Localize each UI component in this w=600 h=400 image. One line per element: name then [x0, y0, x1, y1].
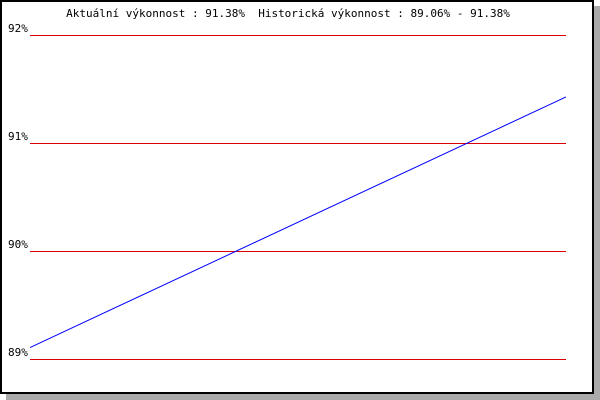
- chart-title: Aktuální výkonnost : 91.38% Historická v…: [66, 7, 510, 20]
- y-tick-label: 90%: [8, 238, 28, 251]
- y-tick-label: 89%: [8, 346, 28, 359]
- chart-frame: [0, 0, 594, 394]
- series-line: [29, 96, 567, 348]
- y-tick-label: 91%: [8, 130, 28, 143]
- y-tick-label: 92%: [8, 22, 28, 35]
